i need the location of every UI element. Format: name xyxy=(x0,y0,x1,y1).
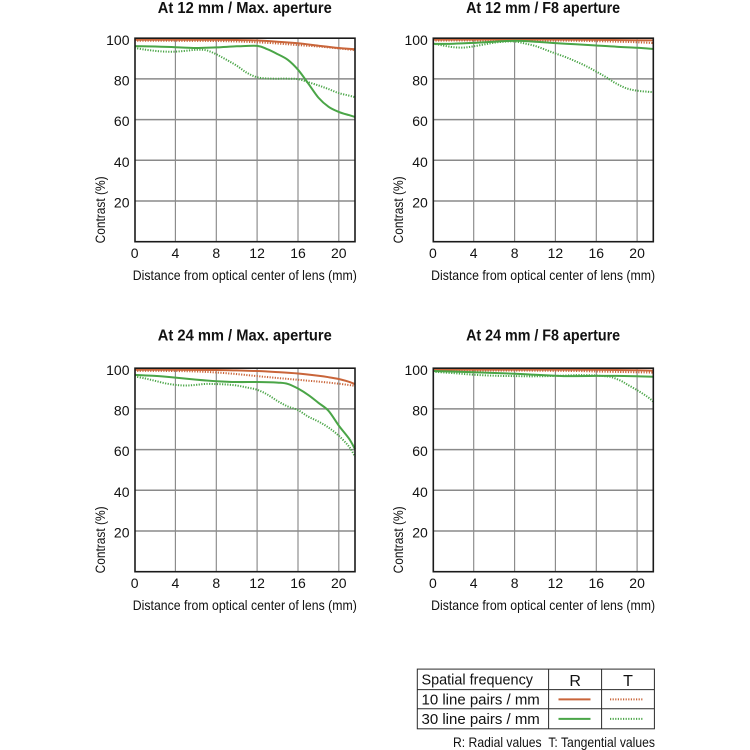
svg-text:12: 12 xyxy=(548,575,564,591)
svg-text:Contrast (%): Contrast (%) xyxy=(391,506,406,573)
svg-text:Contrast (%): Contrast (%) xyxy=(391,176,406,243)
svg-text:12: 12 xyxy=(249,245,265,261)
svg-text:Distance from optical center o: Distance from optical center of lens (mm… xyxy=(431,597,655,613)
svg-text:40: 40 xyxy=(412,154,428,170)
svg-text:At 24 mm / F8 aperture: At 24 mm / F8 aperture xyxy=(466,328,620,345)
svg-text:0: 0 xyxy=(429,575,437,591)
svg-text:Contrast (%): Contrast (%) xyxy=(93,176,108,243)
svg-text:0: 0 xyxy=(131,575,139,591)
svg-text:Spatial frequency: Spatial frequency xyxy=(422,672,534,689)
svg-text:20: 20 xyxy=(629,575,645,591)
svg-text:Distance from optical center o: Distance from optical center of lens (mm… xyxy=(133,267,357,283)
svg-text:20: 20 xyxy=(412,195,428,211)
svg-text:4: 4 xyxy=(470,245,478,261)
svg-text:0: 0 xyxy=(131,245,139,261)
svg-text:T: T xyxy=(623,673,633,690)
svg-text:40: 40 xyxy=(114,484,130,500)
svg-text:At 12 mm / Max. aperture: At 12 mm / Max. aperture xyxy=(158,0,332,17)
svg-text:4: 4 xyxy=(470,575,478,591)
svg-text:20: 20 xyxy=(629,245,645,261)
svg-text:4: 4 xyxy=(172,575,180,591)
svg-text:16: 16 xyxy=(290,245,306,261)
svg-text:4: 4 xyxy=(172,245,180,261)
svg-text:At 24 mm / Max. aperture: At 24 mm / Max. aperture xyxy=(158,328,332,345)
svg-text:R: R xyxy=(569,673,581,690)
svg-text:20: 20 xyxy=(331,245,347,261)
svg-text:12: 12 xyxy=(548,245,564,261)
svg-text:8: 8 xyxy=(511,575,519,591)
svg-text:20: 20 xyxy=(114,195,130,211)
svg-text:60: 60 xyxy=(412,443,428,459)
svg-text:100: 100 xyxy=(404,32,428,48)
svg-text:40: 40 xyxy=(412,484,428,500)
svg-text:8: 8 xyxy=(511,245,519,261)
svg-text:100: 100 xyxy=(106,32,130,48)
svg-text:80: 80 xyxy=(412,73,428,89)
svg-text:10 line pairs / mm: 10 line pairs / mm xyxy=(422,691,540,708)
svg-text:16: 16 xyxy=(290,575,306,591)
svg-text:12: 12 xyxy=(249,575,265,591)
svg-text:60: 60 xyxy=(412,113,428,129)
svg-text:R: Radial values T: Tangentia: R: Radial values T: Tangential values xyxy=(453,734,655,750)
svg-text:60: 60 xyxy=(114,443,130,459)
svg-text:30 line pairs / mm: 30 line pairs / mm xyxy=(422,711,540,728)
svg-text:0: 0 xyxy=(429,245,437,261)
svg-text:20: 20 xyxy=(412,525,428,541)
svg-text:16: 16 xyxy=(589,245,605,261)
svg-text:Contrast (%): Contrast (%) xyxy=(93,506,108,573)
svg-text:60: 60 xyxy=(114,113,130,129)
svg-text:Distance from optical center o: Distance from optical center of lens (mm… xyxy=(133,597,357,613)
svg-text:At 12 mm / F8 aperture: At 12 mm / F8 aperture xyxy=(466,0,620,17)
svg-text:Distance from optical center o: Distance from optical center of lens (mm… xyxy=(431,267,655,283)
svg-text:100: 100 xyxy=(106,362,130,378)
svg-text:100: 100 xyxy=(404,362,428,378)
svg-text:80: 80 xyxy=(114,403,130,419)
svg-text:16: 16 xyxy=(589,575,605,591)
svg-text:8: 8 xyxy=(212,245,220,261)
svg-text:8: 8 xyxy=(212,575,220,591)
svg-text:80: 80 xyxy=(114,73,130,89)
svg-text:80: 80 xyxy=(412,403,428,419)
svg-text:20: 20 xyxy=(114,525,130,541)
svg-text:20: 20 xyxy=(331,575,347,591)
svg-text:40: 40 xyxy=(114,154,130,170)
